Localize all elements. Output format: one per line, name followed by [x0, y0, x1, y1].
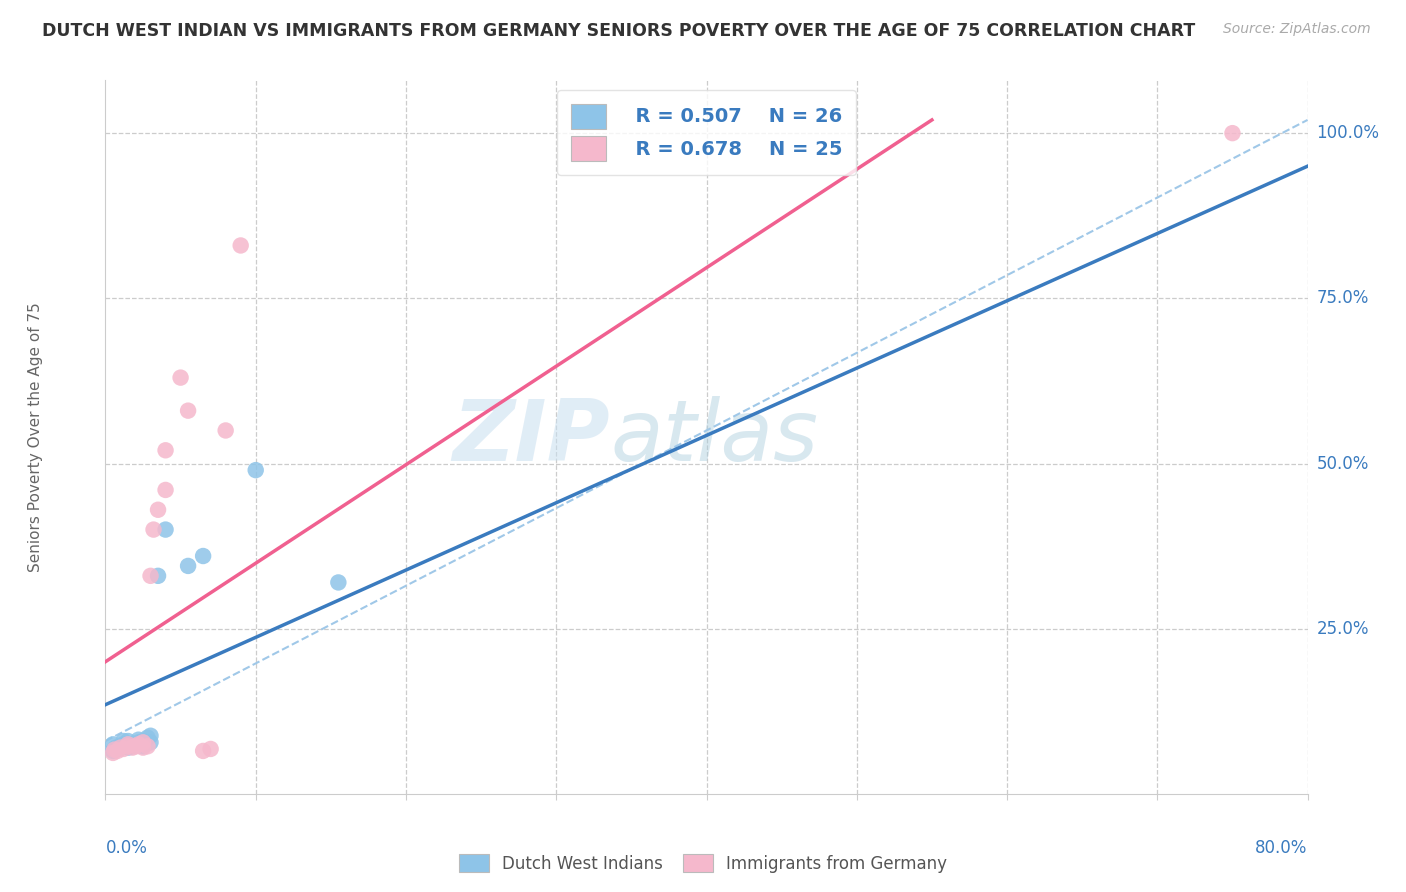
Point [142, 523, 165, 537]
Point [110, 739, 132, 754]
Point [112, 737, 135, 751]
Text: 25.0%: 25.0% [1316, 620, 1369, 638]
Legend:   R = 0.507    N = 26,   R = 0.678    N = 25: R = 0.507 N = 26, R = 0.678 N = 25 [557, 90, 856, 175]
Point [191, 744, 214, 758]
Point [104, 740, 127, 755]
Point [169, 370, 191, 384]
Point [101, 737, 124, 751]
Point [112, 742, 135, 756]
Text: Source: ZipAtlas.com: Source: ZipAtlas.com [1223, 22, 1371, 37]
Point [124, 737, 146, 751]
Point [132, 739, 155, 754]
Point [121, 740, 143, 755]
Point [110, 740, 132, 755]
Point [146, 502, 169, 516]
Text: ZIP: ZIP [453, 395, 610, 479]
Point [155, 523, 177, 537]
Point [103, 742, 125, 756]
Point [112, 734, 135, 748]
Point [117, 737, 139, 751]
Point [177, 403, 200, 417]
Point [110, 740, 132, 755]
Text: 80.0%: 80.0% [1256, 838, 1308, 857]
Point [136, 731, 159, 745]
Point [214, 424, 236, 438]
Point [117, 740, 139, 755]
Point [328, 575, 350, 590]
Point [200, 742, 222, 756]
Point [117, 737, 139, 751]
Point [229, 238, 252, 252]
Point [101, 744, 124, 758]
Point [132, 734, 155, 748]
Point [155, 443, 177, 458]
Point [136, 739, 159, 754]
Point [128, 737, 150, 751]
Text: Seniors Poverty Over the Age of 75: Seniors Poverty Over the Age of 75 [28, 302, 44, 572]
Point [132, 740, 155, 755]
Point [107, 742, 129, 756]
Point [124, 739, 146, 754]
Point [155, 483, 177, 497]
Point [1222, 126, 1244, 140]
Point [245, 463, 267, 477]
Point [117, 739, 139, 754]
Point [139, 735, 162, 749]
Legend: Dutch West Indians, Immigrants from Germany: Dutch West Indians, Immigrants from Germ… [453, 847, 953, 880]
Point [132, 735, 155, 749]
Point [139, 729, 162, 743]
Point [117, 734, 139, 748]
Text: 75.0%: 75.0% [1316, 289, 1369, 308]
Text: DUTCH WEST INDIAN VS IMMIGRANTS FROM GERMANY SENIORS POVERTY OVER THE AGE OF 75 : DUTCH WEST INDIAN VS IMMIGRANTS FROM GER… [42, 22, 1195, 40]
Point [101, 746, 124, 760]
Point [121, 739, 143, 754]
Point [191, 549, 214, 563]
Point [128, 735, 150, 749]
Point [146, 569, 169, 583]
Point [139, 569, 162, 583]
Text: 50.0%: 50.0% [1316, 455, 1369, 473]
Point [107, 744, 129, 758]
Point [128, 732, 150, 747]
Text: atlas: atlas [610, 395, 818, 479]
Text: 0.0%: 0.0% [105, 838, 148, 857]
Point [177, 558, 200, 573]
Text: 100.0%: 100.0% [1316, 124, 1379, 142]
